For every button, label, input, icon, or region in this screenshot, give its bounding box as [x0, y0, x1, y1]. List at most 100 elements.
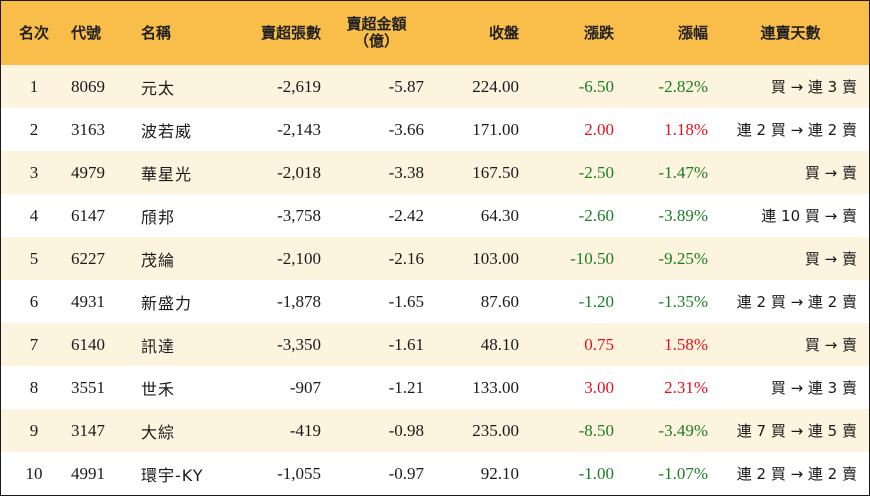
- change-cell: 3.00: [584, 377, 614, 397]
- rank-cell: 9: [29, 420, 39, 440]
- table-row: 4 6147 頎邦 -3,758 -2.42 64.30 -2.60 -3.89% 連 10 買…: [1, 194, 869, 237]
- change-pct-cell: -9.25%: [658, 248, 708, 268]
- net-sell-lots-cell: -2,100: [277, 248, 321, 268]
- close-price-cell: 103.00: [472, 248, 519, 268]
- table-row: 10 4991 環宇-KY -1,055 -0.97 92.10 -1.00 -1.07% 連 …: [1, 452, 869, 495]
- code-cell: 4931: [71, 291, 105, 311]
- net-sell-amount-cell: -3.38: [388, 162, 424, 182]
- rank-cell: 5: [29, 248, 39, 268]
- net-sell-amount-cell: -0.97: [388, 463, 424, 483]
- header-name: 名稱: [141, 23, 172, 42]
- net-sell-amount-cell: -1.21: [388, 377, 424, 397]
- code-cell: 4979: [71, 162, 105, 182]
- net-sell-lots-cell: -2,619: [277, 76, 321, 96]
- table-row: 9 3147 大綜 -419 -0.98 235.00 -8.50 -3.49% 連 7 買 →…: [1, 409, 869, 452]
- net-sell-amount-cell: -3.66: [388, 119, 424, 139]
- close-price-cell: 92.10: [480, 463, 519, 483]
- change-cell: 0.75: [584, 334, 614, 354]
- code-cell: 6227: [71, 248, 105, 268]
- header-sell-streak: 連賣天數: [760, 23, 821, 42]
- code-cell: 6140: [71, 334, 105, 354]
- table-row: 2 3163 波若威 -2,143 -3.66 171.00 2.00 1.18% 連 2 買 …: [1, 108, 869, 151]
- sell-streak-cell: 連 7 買 → 連 5 賣: [736, 422, 857, 440]
- header-change-pct: 漲幅: [677, 23, 708, 42]
- rank-cell: 6: [29, 291, 39, 311]
- sell-streak-cell: 買 → 賣: [804, 336, 857, 354]
- net-sell-lots-cell: -1,055: [277, 463, 321, 483]
- change-pct-cell: -1.47%: [658, 162, 708, 182]
- sell-streak-cell: 買 → 連 3 賣: [770, 379, 857, 397]
- net-sell-amount-cell: -0.98: [388, 420, 424, 440]
- change-pct-cell: 1.58%: [664, 334, 708, 354]
- header-net-sell-amount-label: 賣超金額: [346, 15, 407, 33]
- stock-name-cell: 華星光: [141, 164, 193, 184]
- rank-cell: 1: [29, 76, 39, 96]
- stock-name-cell: 世禾: [141, 379, 176, 399]
- header-net-sell-lots: 賣超張數: [260, 23, 321, 42]
- code-cell: 3163: [71, 119, 105, 139]
- stock-name-cell: 波若威: [141, 121, 193, 141]
- change-cell: -6.50: [578, 76, 614, 96]
- net-sell-amount-cell: -1.65: [388, 291, 424, 311]
- net-sell-lots-cell: -907: [289, 377, 321, 397]
- close-price-cell: 167.50: [472, 162, 519, 182]
- change-pct-cell: -2.82%: [658, 76, 708, 96]
- change-cell: -2.60: [578, 205, 614, 225]
- close-price-cell: 171.00: [472, 119, 519, 139]
- change-cell: -1.00: [578, 463, 614, 483]
- rank-cell: 10: [25, 463, 43, 483]
- change-pct-cell: -1.07%: [658, 463, 708, 483]
- net-sell-lots-cell: -2,143: [277, 119, 321, 139]
- code-cell: 3551: [71, 377, 105, 397]
- close-price-cell: 235.00: [472, 420, 519, 440]
- header-change: 漲跌: [583, 23, 614, 42]
- net-sell-amount-cell: -2.16: [388, 248, 424, 268]
- code-cell: 6147: [71, 205, 105, 225]
- close-price-cell: 133.00: [472, 377, 519, 397]
- change-cell: 2.00: [584, 119, 614, 139]
- rank-cell: 4: [29, 205, 39, 225]
- stock-name-cell: 訊達: [141, 336, 176, 356]
- net-sell-lots-cell: -419: [289, 420, 321, 440]
- sell-streak-cell: 連 2 買 → 連 2 賣: [736, 293, 857, 311]
- close-price-cell: 224.00: [472, 76, 519, 96]
- rank-cell: 2: [29, 119, 39, 139]
- table-row: 5 6227 茂綸 -2,100 -2.16 103.00 -10.50 -9.25% 買 → …: [1, 237, 869, 280]
- rank-cell: 8: [29, 377, 39, 397]
- change-pct-cell: -3.49%: [658, 420, 708, 440]
- stock-name-cell: 環宇-KY: [141, 465, 204, 485]
- net-sell-amount-cell: -1.61: [388, 334, 424, 354]
- header-row: 名次 代號 名稱 賣超張數 賣超金額 （億） 收盤 漲跌 漲幅 連賣天數: [1, 1, 869, 65]
- sell-streak-cell: 買 → 賣: [804, 250, 857, 268]
- table-row: 7 6140 訊達 -3,350 -1.61 48.10 0.75 1.58% 買 → 賣: [1, 323, 869, 366]
- table-row: 8 3551 世禾 -907 -1.21 133.00 3.00 2.31% 買 → 連 3 賣: [1, 366, 869, 409]
- change-pct-cell: -3.89%: [658, 205, 708, 225]
- close-price-cell: 64.30: [480, 205, 519, 225]
- code-cell: 8069: [71, 76, 105, 96]
- table-row: 1 8069 元太 -2,619 -5.87 224.00 -6.50 -2.82% 買 → 連…: [1, 65, 869, 108]
- change-cell: -8.50: [578, 420, 614, 440]
- net-sell-amount-cell: -5.87: [388, 76, 424, 96]
- header-code: 代號: [71, 23, 102, 42]
- net-sell-lots-cell: -1,878: [277, 291, 321, 311]
- net-sell-lots-cell: -2,018: [277, 162, 321, 182]
- sell-streak-cell: 連 2 買 → 連 2 賣: [736, 465, 857, 483]
- net-sell-amount-cell: -2.42: [388, 205, 424, 225]
- change-pct-cell: 1.18%: [664, 119, 708, 139]
- sell-streak-cell: 連 10 買 → 賣: [761, 207, 857, 225]
- close-price-cell: 48.10: [480, 334, 519, 354]
- sell-streak-cell: 連 2 買 → 連 2 賣: [736, 121, 857, 139]
- rank-cell: 3: [29, 162, 39, 182]
- change-pct-cell: 2.31%: [664, 377, 708, 397]
- sell-streak-cell: 買 → 連 3 賣: [770, 78, 857, 96]
- stock-name-cell: 元太: [141, 78, 176, 98]
- rank-cell: 7: [29, 334, 39, 354]
- code-cell: 4991: [71, 463, 105, 483]
- net-sell-lots-cell: -3,350: [277, 334, 321, 354]
- stock-name-cell: 新盛力: [141, 293, 193, 313]
- header-net-sell-amount-unit: （億）: [353, 32, 399, 50]
- change-pct-cell: -1.35%: [658, 291, 708, 311]
- header-net-sell-amount: 賣超金額 （億）: [325, 1, 428, 65]
